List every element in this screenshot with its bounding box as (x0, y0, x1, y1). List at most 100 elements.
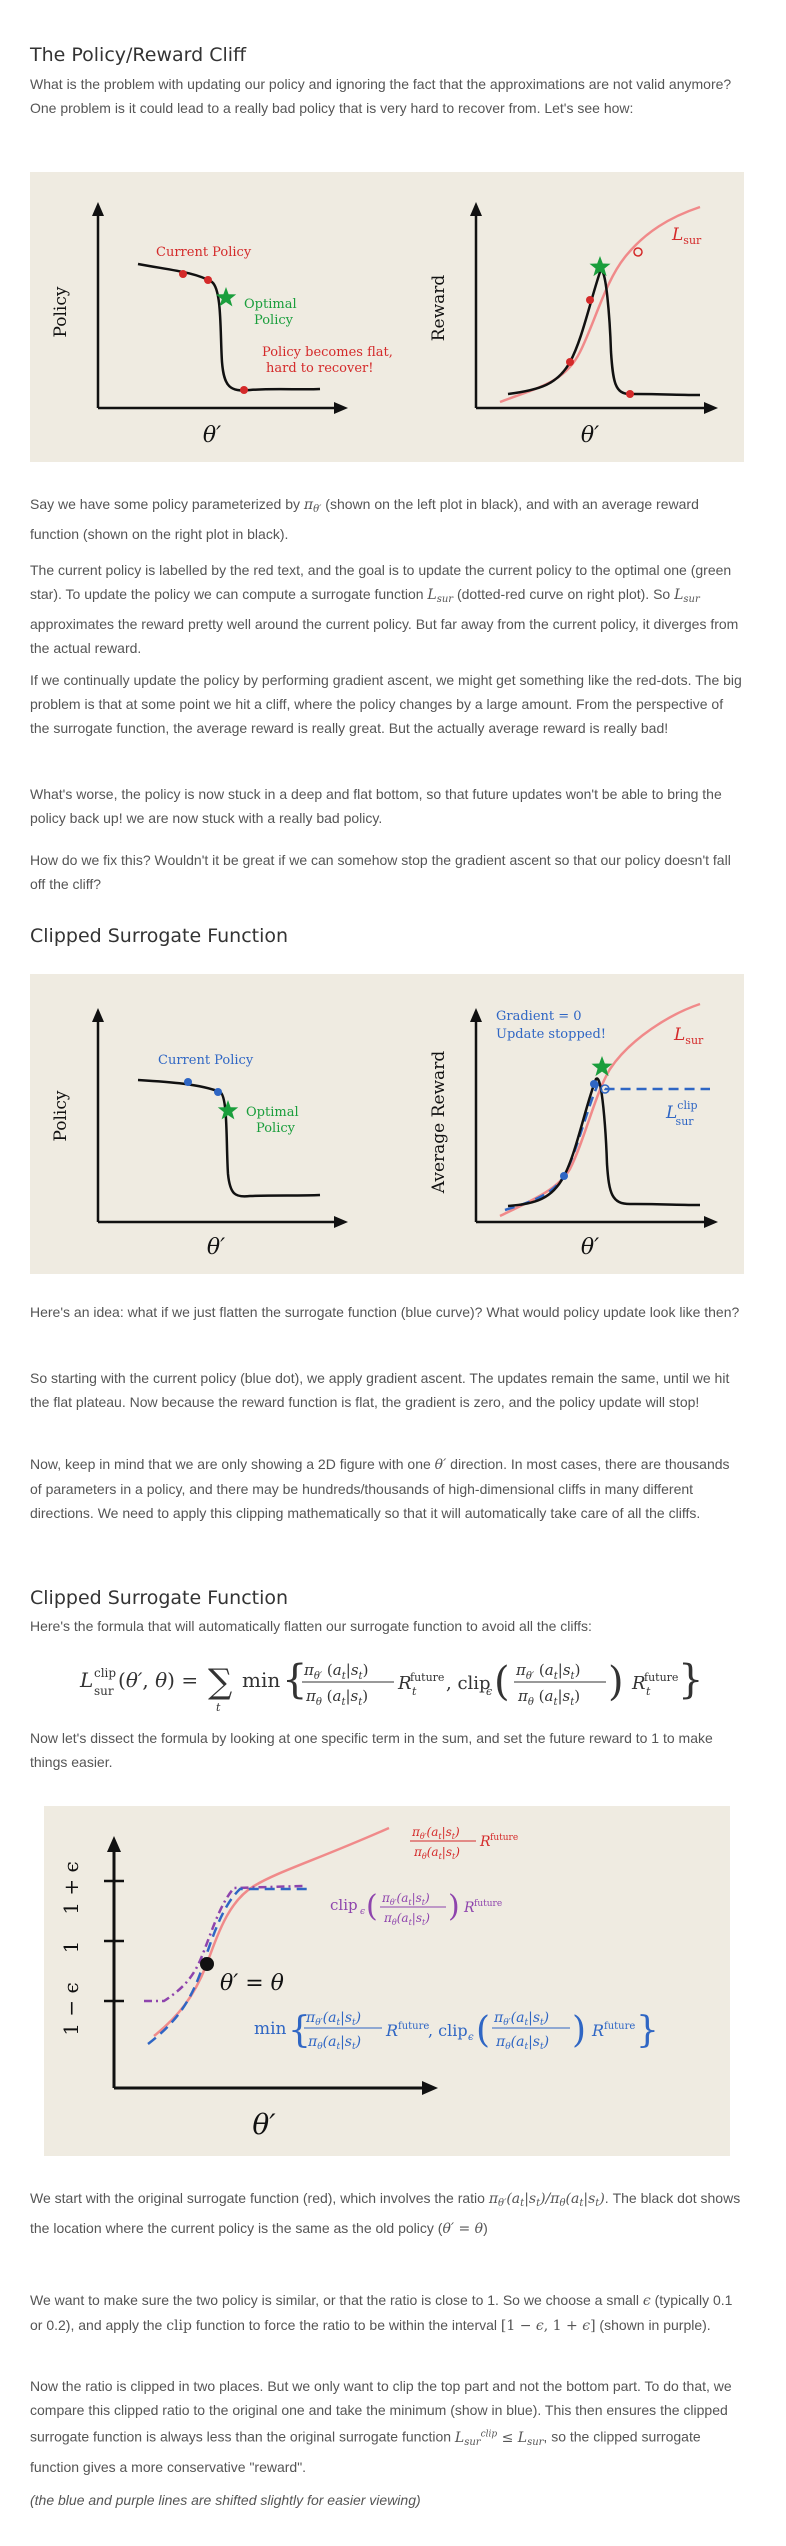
clipped-optimal-label-2: Policy (256, 1121, 296, 1136)
ratio-clip-figure: 1 + ϵ 1 1 − ϵ θ′ θ′ = θ πθ′(at|st) πθ(at… (44, 1806, 730, 2156)
cliff-paragraph-4: What's worse, the policy is now stuck in… (30, 786, 722, 826)
svg-text:): ) (448, 1889, 460, 1924)
cliff-left-ylabel: Policy (51, 286, 71, 337)
clipped2-paragraph-1: Now let's dissect the formula by looking… (30, 1730, 713, 1770)
cliff-right-plot: Reward θ′ Lsur (429, 202, 718, 448)
svg-text:min: min (242, 1668, 280, 1692)
cliff-optimal-star (215, 287, 237, 307)
svg-text:future: future (398, 2021, 429, 2032)
ratio-tick-low: 1 − ϵ (59, 1982, 83, 2035)
cliff-optimal-star-right (589, 256, 611, 277)
section-title-policy-reward-cliff: The Policy/Reward Cliff (30, 44, 247, 66)
svg-text:ϵ: ϵ (360, 1907, 365, 1917)
ratio-purple-formula: clip ϵ ( πθ′(at|st) πθ(at|st) ) R future (330, 1889, 502, 1927)
svg-text:∑: ∑ (208, 1662, 232, 1702)
clipped-gradient-label: Gradient = 0 (496, 1009, 582, 1024)
svg-text:): ) (572, 2010, 586, 2051)
ratio-theta-eq-label: θ′ = θ (220, 1971, 284, 1996)
clipped1-paragraph-2: So starting with the current policy (blu… (30, 1370, 730, 1410)
svg-text:t: t (412, 1685, 417, 1698)
svg-text:(θ′, θ) =: (θ′, θ) = (118, 1668, 198, 1692)
svg-text:, clip: , clip (446, 1673, 491, 1694)
svg-text:future: future (644, 1671, 678, 1684)
clipped2-paragraph-4: Now the ratio is clipped in two places. … (30, 2378, 732, 2475)
clipped-left-ylabel: Policy (51, 1090, 71, 1141)
svg-text:R: R (463, 1900, 475, 1916)
svg-text:future: future (474, 1899, 502, 1909)
svg-text:}: } (636, 2010, 659, 2051)
clipped-blue-dot (214, 1088, 222, 1096)
ratio-min-curve (147, 1887, 312, 2045)
svg-text:R: R (631, 1673, 646, 1694)
svg-text:(: ( (494, 1659, 510, 1705)
cliff-figure: Policy θ′ Current Policy Optimal Policy … (30, 172, 744, 462)
svg-text:πθ′(at|st): πθ′(at|st) (411, 1825, 460, 1841)
svg-text:πθ(at|st): πθ(at|st) (495, 2034, 549, 2052)
cliff-red-dot (240, 386, 248, 394)
svg-text:πθ′ (at|st): πθ′ (at|st) (303, 1661, 368, 1682)
section-title-clipped-surrogate-2: Clipped Surrogate Function (30, 1587, 289, 1609)
svg-text:future: future (410, 1671, 444, 1684)
svg-text:(: ( (476, 2010, 490, 2051)
cliff-paragraph-3: If we continually update the policy by p… (30, 672, 742, 736)
ratio-xlabel: θ′ (252, 2108, 276, 2141)
ratio-current-policy-dot (200, 1957, 214, 1971)
cliff-left-xlabel: θ′ (203, 423, 221, 448)
clipped-surrogate-curve (499, 1002, 701, 1218)
clipped-blue-dot (590, 1080, 598, 1088)
clipped-surrogate-formula: L clip sur (θ′, θ) = ∑ t min { πθ′ (at|s… (30, 1645, 744, 1715)
clipped2-paragraph-3: We want to make sure the two policy is s… (30, 2292, 733, 2334)
svg-text:R: R (479, 1834, 491, 1850)
svg-text:clip: clip (94, 1666, 116, 1680)
svg-text:πθ(at|st): πθ(at|st) (383, 1911, 430, 1927)
svg-text:πθ (at|st): πθ (at|st) (517, 1687, 580, 1708)
clipped-left-xlabel: θ′ (207, 1235, 225, 1260)
cliff-left-plot: Policy θ′ Current Policy Optimal Policy … (51, 202, 393, 448)
ratio-blue-formula: min { πθ′(at|st) πθ(at|st) R future , cl… (254, 2010, 659, 2052)
cliff-intro-paragraph: What is the problem with updating our po… (30, 76, 732, 116)
clipped2-paragraph-2: We start with the original surrogate fun… (30, 2190, 741, 2237)
ratio-tick-high: 1 + ϵ (59, 1861, 83, 1914)
cliff-red-open-dot (633, 247, 643, 257)
svg-text:}: } (678, 1657, 703, 1703)
svg-text:, clip: , clip (428, 2021, 468, 2040)
clipped-blue-dot (560, 1172, 568, 1180)
clipped2-note: (the blue and purple lines are shifted s… (30, 2492, 421, 2508)
svg-text:future: future (490, 1833, 518, 1843)
svg-text:πθ′(at|st): πθ′(at|st) (305, 2010, 361, 2028)
clipped1-paragraph-1: Here's an idea: what if we just flatten … (30, 1304, 740, 1320)
svg-text:ϵ: ϵ (486, 1685, 492, 1698)
svg-text:L: L (79, 1668, 93, 1692)
clipped-current-policy-label: Current Policy (158, 1053, 254, 1068)
section-title-clipped-surrogate-1: Clipped Surrogate Function (30, 925, 289, 947)
svg-text:{: { (282, 1657, 307, 1703)
svg-text:πθ(at|st): πθ(at|st) (307, 2034, 361, 2052)
cliff-flat-label-1: Policy becomes flat, (262, 345, 393, 360)
clipped-lclip-label: Lclip sur (665, 1099, 698, 1128)
clipped-reward-curve (507, 1077, 701, 1208)
ratio-red-formula: πθ′(at|st) πθ(at|st) R future (410, 1825, 518, 1861)
svg-text:πθ(at|st): πθ(at|st) (413, 1845, 460, 1861)
svg-text:πθ′(at|st): πθ′(at|st) (493, 2010, 549, 2028)
ratio-surrogate-curve (153, 1826, 390, 2037)
clipped-right-ylabel: Average Reward (429, 1051, 449, 1195)
svg-text:sur: sur (94, 1684, 114, 1698)
svg-text:t: t (646, 1685, 651, 1698)
cliff-red-dot (566, 358, 574, 366)
cliff-red-dot (204, 276, 212, 284)
cliff-paragraph-2: The current policy is labelled by the re… (30, 562, 739, 656)
clipped-right-plot: Average Reward θ′ Gradient = 0 Update st… (429, 1002, 718, 1260)
cliff-current-policy-label: Current Policy (156, 245, 252, 260)
cliff-paragraph-5: How do we fix this? Wouldn't it be great… (30, 852, 731, 892)
svg-text:πθ (at|st): πθ (at|st) (305, 1687, 368, 1708)
clipped-blue-open-dot (600, 1084, 610, 1094)
clipped-figure: Policy θ′ Current Policy Optimal Policy … (30, 974, 744, 1274)
cliff-red-dot (179, 270, 187, 278)
cliff-lsur-label: Lsur (671, 225, 702, 247)
cliff-red-dot (586, 296, 594, 304)
clipped-right-xlabel: θ′ (581, 1235, 599, 1260)
cliff-flat-label-2: hard to recover! (266, 361, 373, 376)
cliff-right-ylabel: Reward (429, 275, 449, 342)
svg-text:min: min (254, 2019, 287, 2039)
